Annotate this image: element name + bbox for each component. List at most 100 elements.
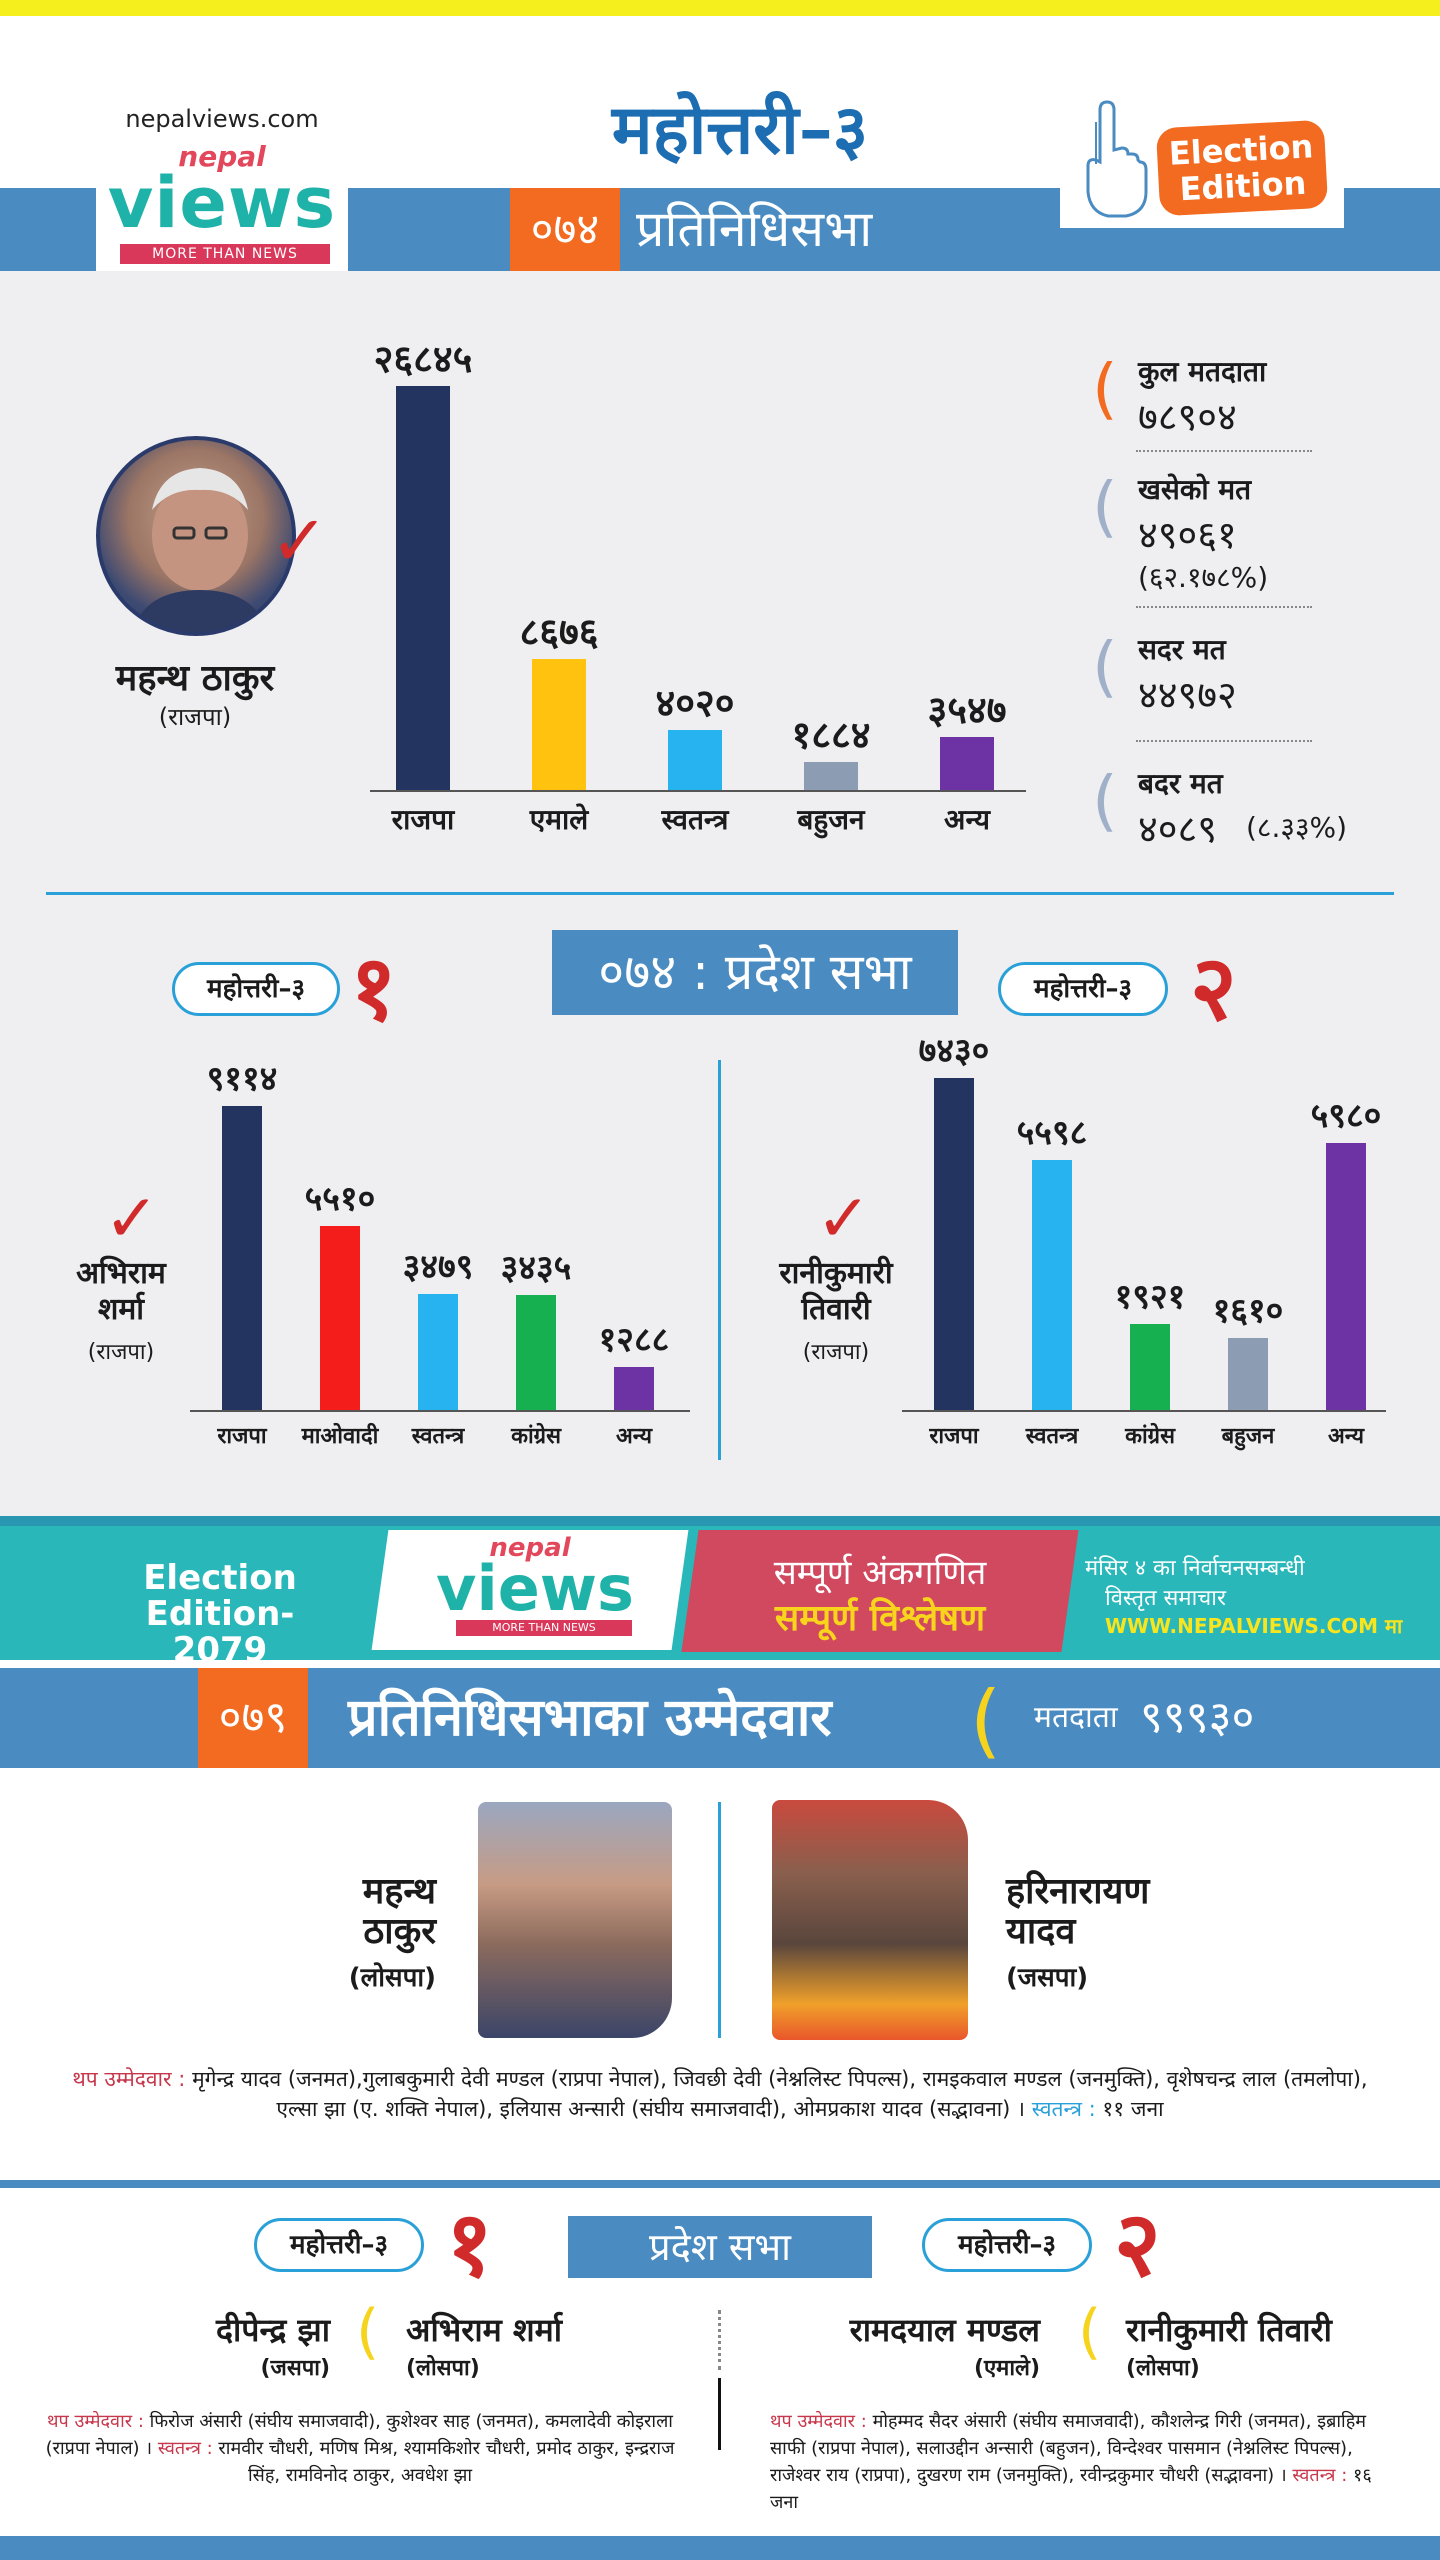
stat-value-4: ४०८९ xyxy=(1138,807,1218,851)
bar-5 xyxy=(940,736,994,790)
bar-category-label-2: एमाले xyxy=(529,803,589,836)
bar-value-label-4: १८८४ xyxy=(791,712,871,757)
hor-079-title: प्रतिनिधिसभाका उम्मेदवार xyxy=(348,1688,832,1748)
voters-value: ९९९३० xyxy=(1140,1692,1255,1743)
banner-website-link[interactable]: WWW.NEPALVIEWS.COM मा xyxy=(1105,1614,1403,1638)
voting-hand-icon xyxy=(1086,100,1148,218)
bar-4 xyxy=(516,1295,556,1410)
p1-candidate-a-party: (जसपा) xyxy=(260,2356,331,2381)
stat-label-1: कुल मतदाता xyxy=(1138,355,1267,388)
independent-label: स्वतन्त्र : xyxy=(1031,2097,1096,2121)
winner-check-icon: ✓ xyxy=(816,1180,872,1257)
bracket-mark-icon: ( xyxy=(1092,628,1118,705)
bar-5 xyxy=(1326,1142,1366,1410)
stat-value-3: ४४९७२ xyxy=(1138,673,1237,717)
bar-3 xyxy=(1130,1324,1170,1410)
chart-x-axis xyxy=(370,790,1026,792)
candidate-photo xyxy=(96,436,296,636)
vertical-solid-divider xyxy=(718,2378,721,2450)
bar-value-label-5: ५९८० xyxy=(1310,1095,1382,1136)
p2-independent-value: १६ जना xyxy=(770,2465,1372,2513)
banner-left-line-2: Edition- 2079 xyxy=(145,1594,295,1670)
bar-2 xyxy=(320,1226,360,1410)
bar-4 xyxy=(804,761,858,790)
others-label: थप उम्मेदवार : xyxy=(72,2067,186,2091)
pradesh-079-title: प्रदेश सभा xyxy=(568,2216,872,2278)
p2-candidate-b: रानीकुमारी तिवारी xyxy=(1126,2311,1332,2349)
bar-5 xyxy=(614,1367,654,1410)
candidate-b-name: हरिनारायण यादव xyxy=(1006,1872,1226,1952)
p2-candidate-a: रामदयाल मण्डल xyxy=(849,2311,1040,2349)
stat-value-2: ४९०६१ xyxy=(1138,513,1237,557)
bar-3 xyxy=(668,729,722,790)
bar-value-label-2: ८६७६ xyxy=(519,610,599,655)
p1-others-text: फिरोज अंसारी (संघीय समाजवादी), कुशेश्वर … xyxy=(45,2411,673,2459)
stat-sub-4: (८.३३%) xyxy=(1246,811,1348,844)
candidate-b-photo xyxy=(772,1800,968,2040)
candidate-a-party: (लोसपा) xyxy=(348,1963,436,1993)
area2-winner-line1: रानीकुमारी xyxy=(779,1256,893,1291)
others-text: मृगेन्द्र यादव (जनमत),गुलाबकुमारी देवी म… xyxy=(192,2067,1368,2121)
logo-tagline: MORE THAN NEWS xyxy=(120,244,330,264)
bracket-mark-icon: ( xyxy=(1092,468,1118,545)
stat-sub-2: (६२.१७८%) xyxy=(1138,561,1269,594)
pradesh-title: ०७४ : प्रदेश सभा xyxy=(552,930,958,1015)
p1-other-candidates: थप उम्मेदवार : फिरोज अंसारी (संघीय समाजव… xyxy=(40,2408,680,2489)
chart-x-axis xyxy=(190,1410,690,1412)
banner-mid-line1: सम्पूर्ण अंकगणित xyxy=(773,1553,987,1593)
candidate-divider xyxy=(718,1802,721,2038)
bar-value-label-3: १९२१ xyxy=(1114,1277,1186,1318)
bar-value-label-5: ३५४७ xyxy=(927,687,1007,732)
banner-edition-text: Election Edition- 2079 xyxy=(100,1560,340,1668)
bar-1 xyxy=(396,386,450,790)
stat-label-2: खसेको मत xyxy=(1138,473,1252,506)
site-url[interactable]: nepalviews.com xyxy=(125,105,319,133)
bar-value-label-3: ३४७९ xyxy=(402,1246,474,1287)
winner-party: (राजपा) xyxy=(158,703,232,731)
constituency-pill-1: महोत्तरी–३ xyxy=(172,962,340,1016)
bracket-mark-icon: ( xyxy=(1092,762,1118,839)
stat-label-3: सदर मत xyxy=(1138,633,1226,666)
p2-others-text: मोहम्मद सैदर अंसारी (संघीय समाजवादी), कौ… xyxy=(770,2411,1367,2486)
constituency-pill-2: महोत्तरी–३ xyxy=(998,962,1168,1016)
logo-main-text: views xyxy=(107,162,337,244)
area1-winner-line1: अभिराम xyxy=(76,1256,166,1291)
candidate-b-name-line1: हरिनारायण xyxy=(1006,1871,1150,1912)
constituency-number-2: २ xyxy=(1190,936,1237,1041)
p1-candidate-b-party: (लोसपा) xyxy=(406,2356,480,2381)
voters-label: मतदाता xyxy=(1034,1700,1118,1735)
candidate-b-name-line2: यादव xyxy=(1006,1911,1076,1952)
area1-winner-line2: शर्मा xyxy=(97,1292,145,1327)
section-divider xyxy=(46,892,1394,895)
bar-category-label-1: राजपा xyxy=(217,1424,267,1449)
bar-category-label-5: अन्य xyxy=(944,803,990,836)
winner-check-icon: ✓ xyxy=(104,1180,160,1257)
bar-category-label-4: बहुजन xyxy=(797,803,865,836)
banner-right-line1: मंसिर ४ का निर्वाचनसम्बन्धी xyxy=(1085,1556,1305,1581)
banner-left-line-1: Election xyxy=(143,1558,297,1598)
bar-4 xyxy=(1228,1338,1268,1410)
independent-value: ११ जना xyxy=(1102,2097,1164,2121)
candidate-b-party: (जसपा) xyxy=(1006,1963,1089,1993)
chart-divider xyxy=(718,1060,721,1460)
logo-box xyxy=(96,90,348,271)
portrait-icon xyxy=(132,468,268,632)
bar-category-label-5: अन्य xyxy=(1327,1424,1365,1449)
bar-category-label-2: माओवादी xyxy=(301,1424,379,1449)
chart-x-axis xyxy=(902,1410,1386,1412)
bar-value-label-2: ५५९८ xyxy=(1016,1112,1088,1153)
bar-2 xyxy=(1032,1159,1072,1410)
logo-small-text: nepal xyxy=(178,140,266,173)
other-candidates: थप उम्मेदवार : मृगेन्द्र यादव (जनमत),गुल… xyxy=(60,2064,1380,2124)
bar-value-label-3: ४०२० xyxy=(655,680,735,725)
banner-logo-tagline: MORE THAN NEWS xyxy=(456,1620,632,1636)
candidate-a-name-line2: ठाकुर xyxy=(363,1911,436,1952)
top-strip xyxy=(0,0,1440,16)
bar-category-label-2: स्वतन्त्र xyxy=(1025,1424,1079,1449)
p1-independent-text: रामवीर चौधरी, मणिष मिश्र, श्यामकिशोर चौध… xyxy=(218,2438,675,2486)
constituency-number-2-079: २ xyxy=(1114,2192,1161,2297)
area1-winner-party: (राजपा) xyxy=(87,1340,155,1365)
p1-others-label: थप उम्मेदवार : xyxy=(47,2411,144,2432)
bar-1 xyxy=(934,1078,974,1410)
bracket-mark-icon: ( xyxy=(356,2297,380,2367)
